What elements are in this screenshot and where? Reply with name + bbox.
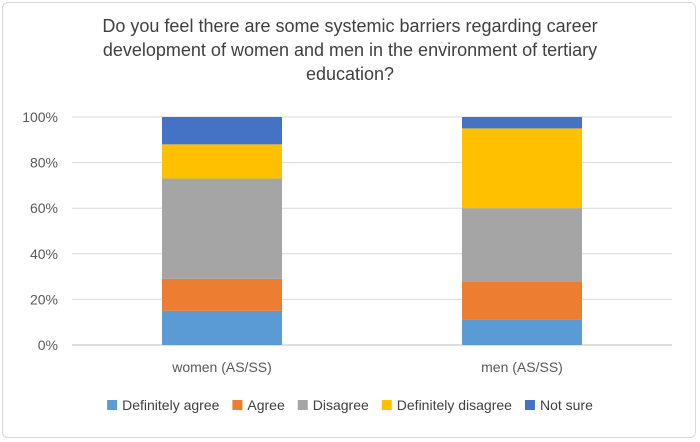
bar-segment: [462, 128, 582, 209]
bar-segment: [162, 117, 282, 145]
legend-swatch: [232, 400, 243, 410]
legend-label: Agree: [247, 397, 285, 413]
bar-segment: [162, 144, 282, 179]
x-tick-label: men (AS/SS): [481, 359, 563, 375]
y-tick-label: 60%: [30, 200, 58, 216]
legend: Definitely agree Agree Disagree Definitely …: [107, 397, 593, 413]
bar-segment: [462, 117, 582, 129]
y-tick-label: 20%: [30, 291, 58, 307]
bar-segment: [162, 310, 282, 345]
legend-label: Disagree: [313, 397, 369, 413]
legend-label: Definitely disagree: [397, 397, 512, 413]
x-axis-ticks: women (AS/SS) men (AS/SS): [171, 359, 563, 375]
bar-segment: [462, 319, 582, 345]
legend-label: Not sure: [540, 397, 593, 413]
legend-swatch: [107, 400, 118, 410]
chart-title: Do you feel there are some systemic barr…: [102, 16, 598, 84]
y-tick-label: 40%: [30, 246, 58, 262]
legend-swatch: [381, 400, 392, 410]
bar-segment: [162, 178, 282, 279]
x-tick-label: women (AS/SS): [171, 359, 272, 375]
bars: [162, 117, 582, 345]
bar-segment: [462, 208, 582, 282]
bar-segment: [162, 278, 282, 311]
y-tick-label: 0%: [38, 337, 58, 353]
legend-swatch: [524, 400, 535, 410]
y-tick-label: 100%: [22, 109, 58, 125]
y-axis-ticks: 0% 20% 40% 60% 80% 100%: [22, 109, 58, 353]
legend-swatch: [297, 400, 308, 410]
y-tick-label: 80%: [30, 155, 58, 171]
legend-label: Definitely agree: [122, 397, 219, 413]
bar-segment: [462, 281, 582, 320]
